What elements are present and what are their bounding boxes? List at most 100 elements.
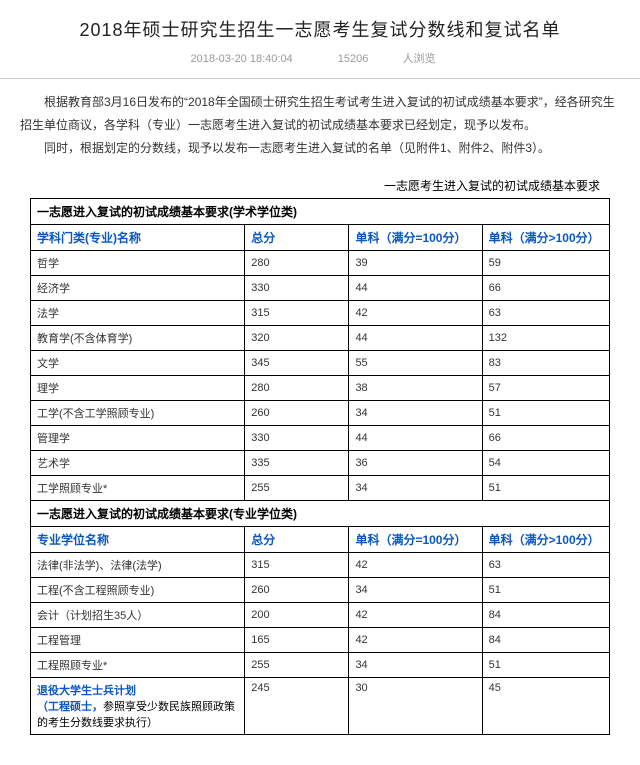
table-cell: 51 <box>482 476 609 501</box>
table-cell: 42 <box>349 301 482 326</box>
table-cell: 42 <box>349 603 482 628</box>
page-header: 2018年硕士研究生招生一志愿考生复试分数线和复试名单 2018-03-20 1… <box>0 0 640 74</box>
table-cell: 34 <box>349 653 482 678</box>
table-cell: 255 <box>245 476 349 501</box>
table-cell: 132 <box>482 326 609 351</box>
table-cell: 退役大学生士兵计划（工程硕士，参照享受少数民族照顾政策的考生分数线要求执行） <box>31 678 245 735</box>
table-row: 工学照顾专业*2553451 <box>31 476 610 501</box>
table-cell: 51 <box>482 578 609 603</box>
body-text: 根据教育部3月16日发布的“2018年全国硕士研究生招生考试考生进入复试的初试成… <box>0 91 640 169</box>
table-cell: 84 <box>482 628 609 653</box>
table-cell: 260 <box>245 401 349 426</box>
table-cell: 34 <box>349 578 482 603</box>
table-cell: 30 <box>349 678 482 735</box>
table-row: 管理学3304466 <box>31 426 610 451</box>
table-row: 艺术学3353654 <box>31 451 610 476</box>
table-cell: 44 <box>349 326 482 351</box>
column-header: 学科门类(专业)名称 <box>31 225 245 251</box>
paragraph-2: 同时，根据划定的分数线，现予以发布一志愿考生进入复试的名单（见附件1、附件2、附… <box>20 137 620 160</box>
table-cell: 51 <box>482 401 609 426</box>
table-cell: 83 <box>482 351 609 376</box>
table-cell: 345 <box>245 351 349 376</box>
table-row: 法学3154263 <box>31 301 610 326</box>
page-meta: 2018-03-20 18:40:04 15206 人浏览 <box>0 50 640 66</box>
table-cell: 工程照顾专业* <box>31 653 245 678</box>
table-cell: 63 <box>482 301 609 326</box>
table-cell: 245 <box>245 678 349 735</box>
table-row: 工程照顾专业*2553451 <box>31 653 610 678</box>
table-cell: 260 <box>245 578 349 603</box>
table-cell: 工程(不含工程照顾专业) <box>31 578 245 603</box>
table-cell: 55 <box>349 351 482 376</box>
table-cell: 工学(不含工学照顾专业) <box>31 401 245 426</box>
meta-date: 2018-03-20 18:40:04 <box>191 53 293 65</box>
table-cell: 艺术学 <box>31 451 245 476</box>
table-cell: 315 <box>245 301 349 326</box>
column-header: 单科（满分=100分） <box>349 527 482 553</box>
table-cell: 工学照顾专业* <box>31 476 245 501</box>
table-cell: 280 <box>245 376 349 401</box>
table-cell: 330 <box>245 426 349 451</box>
section-header: 一志愿进入复试的初试成绩基本要求(专业学位类) <box>31 501 610 527</box>
table-cell: 335 <box>245 451 349 476</box>
table-cell: 44 <box>349 276 482 301</box>
column-header: 单科（满分=100分） <box>349 225 482 251</box>
column-header: 总分 <box>245 225 349 251</box>
table-cell: 42 <box>349 553 482 578</box>
table-cell: 工程管理 <box>31 628 245 653</box>
meta-views: 15206 人浏览 <box>324 53 450 65</box>
table-cell: 文学 <box>31 351 245 376</box>
table-cell: 34 <box>349 401 482 426</box>
table-cell: 165 <box>245 628 349 653</box>
table-cell: 法学 <box>31 301 245 326</box>
table-cell: 315 <box>245 553 349 578</box>
table-cell: 教育学(不含体育学) <box>31 326 245 351</box>
table-cell: 38 <box>349 376 482 401</box>
table-row: 工程管理1654284 <box>31 628 610 653</box>
table-cell: 255 <box>245 653 349 678</box>
column-header: 单科（满分>100分） <box>482 225 609 251</box>
table-row: 文学3455583 <box>31 351 610 376</box>
table-row: 哲学2803959 <box>31 251 610 276</box>
table-cell: 34 <box>349 476 482 501</box>
column-header: 总分 <box>245 527 349 553</box>
table-cell: 哲学 <box>31 251 245 276</box>
table-cell: 42 <box>349 628 482 653</box>
table-cell: 63 <box>482 553 609 578</box>
table-cell: 54 <box>482 451 609 476</box>
table-cell: 理学 <box>31 376 245 401</box>
table-row: 法律(非法学)、法律(法学)3154263 <box>31 553 610 578</box>
table-cell: 36 <box>349 451 482 476</box>
table-cell: 57 <box>482 376 609 401</box>
score-table: 一志愿进入复试的初试成绩基本要求(学术学位类)学科门类(专业)名称总分单科（满分… <box>30 198 610 735</box>
page-title: 2018年硕士研究生招生一志愿考生复试分数线和复试名单 <box>0 16 640 42</box>
table-cell: 66 <box>482 276 609 301</box>
table-cell: 会计（计划招生35人） <box>31 603 245 628</box>
table-cell: 51 <box>482 653 609 678</box>
table-row: 工程(不含工程照顾专业)2603451 <box>31 578 610 603</box>
table-cell: 法律(非法学)、法律(法学) <box>31 553 245 578</box>
table-cell: 280 <box>245 251 349 276</box>
table-cell: 59 <box>482 251 609 276</box>
table-cell: 45 <box>482 678 609 735</box>
table-row: 退役大学生士兵计划（工程硕士，参照享受少数民族照顾政策的考生分数线要求执行）24… <box>31 678 610 735</box>
table-cell: 66 <box>482 426 609 451</box>
section-header: 一志愿进入复试的初试成绩基本要求(学术学位类) <box>31 199 610 225</box>
table-row: 会计（计划招生35人）2004284 <box>31 603 610 628</box>
table-cell: 200 <box>245 603 349 628</box>
table-cell: 84 <box>482 603 609 628</box>
table-row: 理学2803857 <box>31 376 610 401</box>
divider <box>0 78 640 79</box>
table-row: 工学(不含工学照顾专业)2603451 <box>31 401 610 426</box>
table-cell: 管理学 <box>31 426 245 451</box>
table-cell: 320 <box>245 326 349 351</box>
paragraph-1: 根据教育部3月16日发布的“2018年全国硕士研究生招生考试考生进入复试的初试成… <box>20 91 620 137</box>
table-cell: 330 <box>245 276 349 301</box>
table-wrap: 一志愿进入复试的初试成绩基本要求(学术学位类)学科门类(专业)名称总分单科（满分… <box>0 198 640 745</box>
table-row: 教育学(不含体育学)32044132 <box>31 326 610 351</box>
table-cell: 经济学 <box>31 276 245 301</box>
column-header: 单科（满分>100分） <box>482 527 609 553</box>
table-cell: 39 <box>349 251 482 276</box>
column-header: 专业学位名称 <box>31 527 245 553</box>
table-cell: 44 <box>349 426 482 451</box>
